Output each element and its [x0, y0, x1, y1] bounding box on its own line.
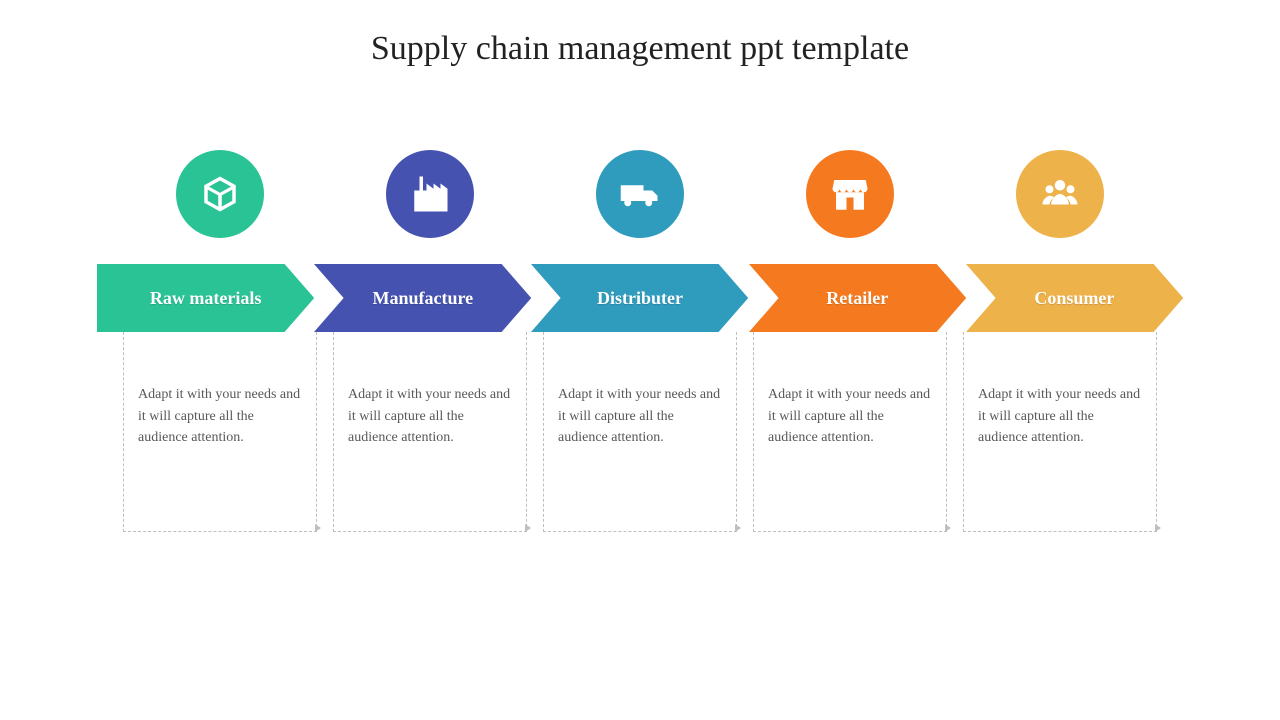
arrow-distributer: Distributer — [531, 264, 748, 332]
truck-icon — [619, 173, 661, 215]
people-icon — [1039, 173, 1081, 215]
desc-box-manufacture: Adapt it with your needs and it will cap… — [333, 332, 527, 532]
flow-container: Raw materials Manufacture Distributer Re… — [97, 150, 1183, 532]
arrow-label: Consumer — [1034, 288, 1114, 309]
circle-row — [115, 150, 1165, 238]
arrow-label: Raw materials — [150, 288, 261, 309]
desc-text: Adapt it with your needs and it will cap… — [558, 384, 722, 449]
circle-manufacture — [386, 150, 474, 238]
box-icon — [199, 173, 241, 215]
arrow-label: Retailer — [826, 288, 888, 309]
circle-wrap — [955, 150, 1165, 238]
desc-box-distributer: Adapt it with your needs and it will cap… — [543, 332, 737, 532]
description-row: Adapt it with your needs and it will cap… — [115, 332, 1165, 532]
circle-retailer — [806, 150, 894, 238]
desc-text: Adapt it with your needs and it will cap… — [348, 384, 512, 449]
circle-wrap — [535, 150, 745, 238]
arrow-row: Raw materials Manufacture Distributer Re… — [97, 264, 1183, 332]
circle-raw-materials — [176, 150, 264, 238]
desc-box-consumer: Adapt it with your needs and it will cap… — [963, 332, 1157, 532]
circle-wrap — [115, 150, 325, 238]
circle-distributer — [596, 150, 684, 238]
arrow-retailer: Retailer — [749, 264, 966, 332]
arrow-label: Manufacture — [372, 288, 473, 309]
circle-consumer — [1016, 150, 1104, 238]
factory-icon — [409, 173, 451, 215]
arrow-manufacture: Manufacture — [314, 264, 531, 332]
arrow-label: Distributer — [597, 288, 683, 309]
arrow-raw-materials: Raw materials — [97, 264, 314, 332]
desc-text: Adapt it with your needs and it will cap… — [768, 384, 932, 449]
desc-box-retailer: Adapt it with your needs and it will cap… — [753, 332, 947, 532]
arrow-consumer: Consumer — [966, 264, 1183, 332]
store-icon — [829, 173, 871, 215]
desc-box-raw-materials: Adapt it with your needs and it will cap… — [123, 332, 317, 532]
desc-text: Adapt it with your needs and it will cap… — [978, 384, 1142, 449]
page-title: Supply chain management ppt template — [0, 30, 1280, 68]
circle-wrap — [745, 150, 955, 238]
desc-text: Adapt it with your needs and it will cap… — [138, 384, 302, 449]
circle-wrap — [325, 150, 535, 238]
